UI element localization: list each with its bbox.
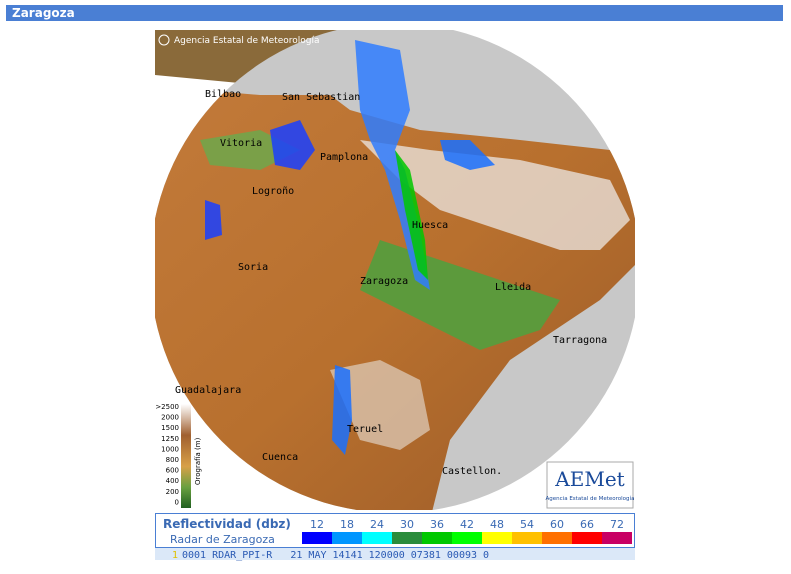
city-label: Huesca (412, 220, 448, 231)
level-label: 54 (520, 518, 534, 531)
orography-title: Orografía (m) (194, 437, 202, 485)
level-label: 48 (490, 518, 504, 531)
radar-echo (205, 200, 222, 240)
level-label: 42 (460, 518, 474, 531)
city-label: Vitoria (220, 138, 262, 149)
city-label: Lleida (495, 282, 531, 293)
orography-label: 800 (166, 456, 179, 464)
orography-label: 1250 (161, 435, 179, 443)
level-swatch (392, 532, 422, 544)
city-label: Guadalajara (175, 385, 241, 396)
level-label: 12 (310, 518, 324, 531)
radar-echo (440, 140, 495, 170)
map-credit: Agencia Estatal de Meteorología (174, 36, 320, 46)
header-title: Zaragoza (6, 5, 783, 21)
city-label: Bilbao (205, 89, 241, 100)
legend-title: Reflectividad (dbz) (163, 517, 291, 531)
level-swatch (542, 532, 572, 544)
level-label: 66 (580, 518, 594, 531)
level-label: 18 (340, 518, 354, 531)
orography-label: 400 (166, 477, 179, 485)
level-label: 72 (610, 518, 624, 531)
map: Agencia Estatal de Meteorología Bilbao S… (155, 30, 635, 510)
level-swatch (512, 532, 542, 544)
level-label: 24 (370, 518, 384, 531)
logo-name: AEMet (554, 467, 624, 491)
orography-label: 1500 (161, 424, 179, 432)
level-swatch (362, 532, 392, 544)
logo-subtitle: Agencia Estatal de Meteorología (546, 495, 635, 502)
city-label: Castellon. (442, 466, 502, 477)
city-label: Pamplona (320, 152, 368, 163)
level-swatch (302, 532, 332, 544)
level-label: 30 (400, 518, 414, 531)
city-label: Cuenca (262, 452, 298, 463)
level-swatch (452, 532, 482, 544)
radar-echo (270, 120, 315, 170)
orography-scale (181, 404, 191, 508)
level-label: 60 (550, 518, 564, 531)
status-text: 0001 RDAR_PPI-R 21 MAY 14141 120000 0738… (182, 550, 489, 561)
city-label: Tarragona (553, 335, 607, 346)
status-mark: 1 (172, 550, 178, 561)
city-label: Soria (238, 262, 268, 273)
orography-label: 200 (166, 488, 179, 496)
level-swatch (572, 532, 602, 544)
city-label: Logroño (252, 186, 294, 197)
orography-label: 1000 (161, 445, 179, 453)
level-swatch (482, 532, 512, 544)
orography-label: 2000 (161, 414, 179, 422)
level-swatch (422, 532, 452, 544)
level-swatch (332, 532, 362, 544)
orography-label: 600 (166, 467, 179, 475)
city-label: Zaragoza (360, 276, 408, 287)
orography-label: >2500 (155, 403, 179, 411)
city-label: Teruel (347, 424, 383, 435)
legend-subtitle: Radar de Zaragoza (170, 533, 275, 546)
level-label: 36 (430, 518, 444, 531)
status-bar (155, 548, 635, 560)
radar-echo (395, 150, 428, 280)
city-label: San Sebastian (282, 92, 360, 103)
logo-box (546, 461, 634, 509)
radar-echo (332, 365, 352, 455)
orography-label: 0 (175, 498, 179, 506)
level-swatch (602, 532, 632, 544)
